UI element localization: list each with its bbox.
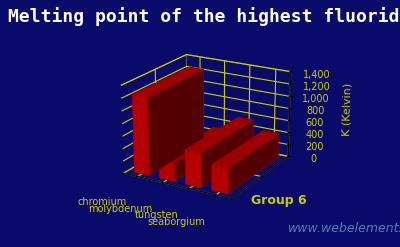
Text: www.webelements.com: www.webelements.com: [288, 222, 400, 235]
Text: Melting point of the highest fluoride: Melting point of the highest fluoride: [8, 7, 400, 26]
